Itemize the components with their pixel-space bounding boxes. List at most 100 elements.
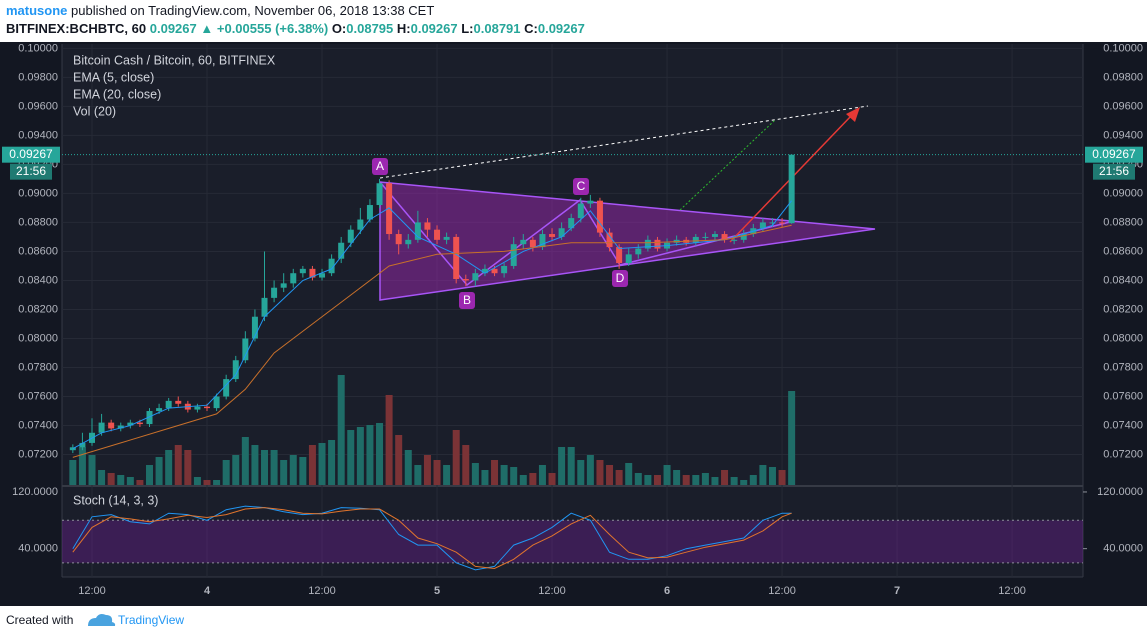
y-tick-label: 40.0000: [18, 543, 58, 555]
volume-bar: [730, 477, 738, 485]
candle-body: [491, 268, 498, 274]
x-tick-label: 12:00: [768, 585, 796, 597]
volume-bar: [749, 475, 757, 485]
candle-body: [261, 297, 268, 317]
header-line: matusone published on TradingView.com, N…: [6, 3, 434, 18]
y-tick-label: 0.07400: [18, 419, 58, 431]
y-tick-label: 0.08600: [18, 245, 58, 257]
volume-bar: [337, 375, 345, 485]
candle-body: [223, 379, 230, 397]
y-tick-label: 0.08800: [18, 216, 58, 228]
candle-body: [424, 222, 431, 230]
candle-body: [587, 200, 594, 204]
candle-body: [357, 219, 364, 230]
volume-bar: [644, 475, 652, 485]
candle-body: [434, 229, 441, 240]
price-label-box: [2, 146, 60, 163]
volume-bar: [778, 470, 786, 485]
y-tick-label: 0.07600: [1103, 390, 1143, 402]
volume: [69, 375, 796, 485]
y-tick-label: 0.10000: [18, 42, 58, 54]
author[interactable]: matusone: [6, 3, 67, 18]
candle-body: [280, 283, 287, 288]
y-tick-label: 0.07600: [18, 390, 58, 402]
volume-bar: [328, 440, 336, 485]
overlays: [62, 154, 1083, 571]
abcd-pattern[interactable]: [379, 181, 791, 287]
volume-bar: [366, 425, 374, 485]
countdown: 21:56: [16, 164, 46, 178]
x-tick-label: 5: [434, 585, 440, 597]
ema-line: [72, 224, 792, 458]
volume-bar: [788, 391, 796, 485]
ohlc-value: 0.09267: [411, 21, 458, 36]
candle-body: [299, 268, 306, 274]
arrow-head: [846, 107, 860, 122]
volume-bar: [251, 445, 259, 485]
legend-entry[interactable]: Vol (20): [73, 104, 116, 118]
candle-body: [204, 406, 211, 409]
volume-bar: [270, 450, 278, 485]
volume-bar: [222, 460, 230, 485]
candle-body: [395, 234, 402, 245]
pattern-labels: A B C D: [372, 158, 628, 309]
volume-bar: [213, 480, 221, 485]
volume-bar: [759, 465, 767, 485]
volume-bar: [376, 423, 384, 485]
trend-line[interactable]: [379, 105, 869, 179]
ohlc-key: C:: [524, 21, 538, 36]
price-label: 0.09267: [1092, 147, 1136, 161]
projection-line[interactable]: [679, 119, 776, 211]
volume-bar: [519, 475, 527, 485]
volume-bar: [721, 470, 729, 485]
y-tick-label: 0.08600: [1103, 245, 1143, 257]
volume-bar: [155, 457, 163, 485]
candle-body: [290, 273, 297, 284]
volume-bar: [423, 455, 431, 485]
volume-bar: [481, 470, 489, 485]
volume-bar: [586, 455, 594, 485]
legend-entry[interactable]: EMA (20, close): [73, 87, 161, 101]
volume-bar: [395, 435, 403, 485]
candle-body: [117, 425, 124, 429]
pattern-label: B: [463, 293, 471, 307]
candle-body: [98, 422, 105, 433]
volume-bar: [241, 437, 249, 485]
footer-brand[interactable]: TradingView: [118, 613, 184, 627]
candle-body: [740, 234, 747, 240]
candle-body: [539, 234, 546, 248]
y-tick-label: 0.08400: [18, 274, 58, 286]
ohlc-value: 0.08791: [474, 21, 521, 36]
candle-body: [213, 396, 220, 409]
x-tick-label: 12:00: [998, 585, 1026, 597]
volume-bar: [289, 455, 297, 485]
volume-bar: [126, 477, 134, 485]
volume-bar: [625, 463, 633, 485]
y-tick-label: 120.0000: [12, 486, 58, 498]
legend-entry[interactable]: EMA (5, close): [73, 70, 154, 84]
ohlc-value: 0.08795: [346, 21, 393, 36]
candle-body: [232, 360, 239, 380]
volume-bar: [615, 470, 623, 485]
footer-text: Created with: [6, 613, 73, 627]
logo: [88, 614, 116, 626]
candle-body: [366, 205, 373, 220]
volume-bar: [69, 460, 77, 485]
y-tick-label: 0.08400: [1103, 274, 1143, 286]
candle-body: [443, 236, 450, 240]
volume-bar: [634, 473, 642, 485]
label-box: [573, 178, 589, 195]
candle-body: [731, 239, 738, 241]
y-tick-label: 0.09400: [1103, 129, 1143, 141]
volume-bar: [117, 475, 125, 485]
y-tick-label: 0.07200: [18, 448, 58, 460]
label-box: [372, 158, 388, 175]
volume-bar: [193, 477, 201, 485]
volume-bar: [414, 465, 422, 485]
volume-bar: [653, 475, 661, 485]
candle-body: [529, 239, 536, 248]
candle-body: [635, 248, 642, 255]
legend-title: Stoch (14, 3, 3): [73, 493, 158, 507]
y-tick-label: 0.09400: [18, 129, 58, 141]
candle-body: [79, 442, 86, 448]
